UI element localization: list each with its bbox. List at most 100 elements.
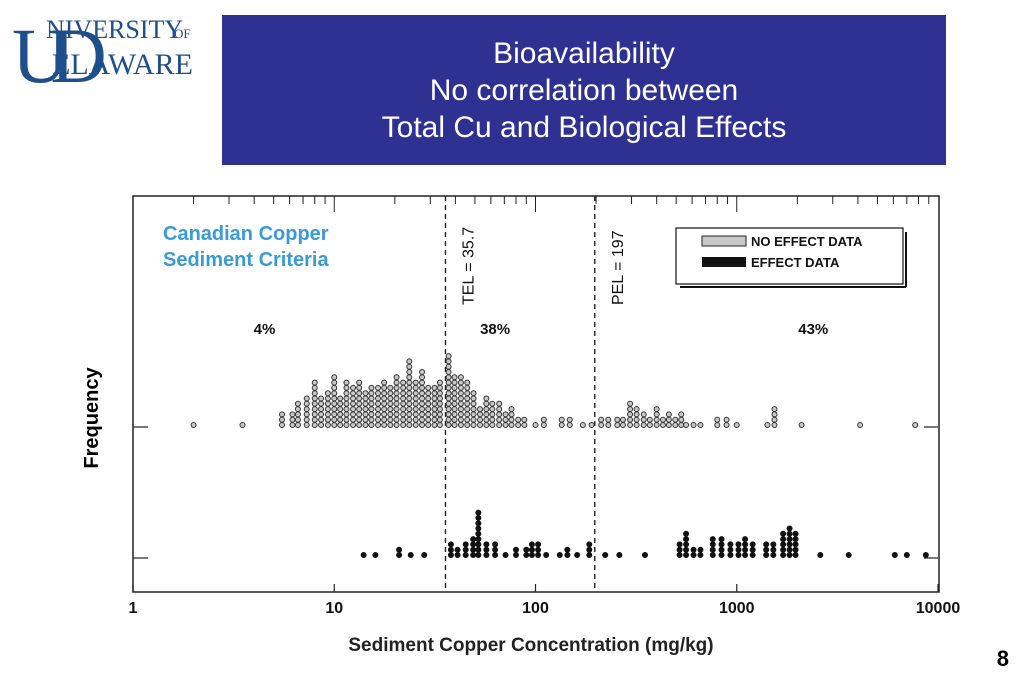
no-effect-point — [362, 400, 369, 407]
x-tick-label: 10 — [325, 600, 343, 617]
no-effect-point — [470, 390, 477, 397]
effect-point — [780, 552, 787, 558]
no-effect-point — [350, 406, 357, 413]
no-effect-point — [343, 422, 350, 428]
no-effect-point — [508, 411, 515, 418]
no-effect-point — [627, 416, 634, 423]
no-effect-point — [771, 411, 778, 418]
no-effect-point — [375, 422, 382, 428]
no-effect-point — [356, 390, 363, 397]
no-effect-point — [343, 390, 350, 397]
no-effect-point — [605, 422, 612, 428]
region-percent-1: 4% — [254, 321, 276, 338]
no-effect-point — [714, 422, 721, 428]
no-effect-point — [406, 369, 413, 375]
no-effect-point — [451, 416, 458, 423]
no-effect-point — [375, 406, 382, 413]
x-axis-ticks: 1 10 100 1000 10000 — [129, 584, 960, 617]
no-effect-point — [337, 416, 344, 423]
no-effect-point — [764, 422, 771, 428]
effect-point — [786, 552, 793, 558]
no-effect-point — [627, 411, 634, 418]
effect-point — [735, 541, 742, 548]
no-effect-point — [324, 416, 331, 423]
y-axis-label: Frequency — [81, 367, 103, 469]
no-effect-point — [375, 400, 382, 407]
effect-point — [792, 530, 799, 537]
no-effect-point — [912, 422, 919, 428]
no-effect-point — [566, 422, 573, 428]
no-effect-point — [619, 416, 626, 423]
no-effect-point — [381, 422, 388, 428]
no-effect-point — [419, 369, 426, 375]
no-effect-point — [419, 400, 426, 407]
effect-point — [470, 536, 477, 543]
no-effect-point — [278, 411, 285, 418]
no-effect-point — [614, 416, 621, 423]
no-effect-point — [665, 422, 672, 428]
effect-point — [483, 552, 490, 558]
no-effect-point — [350, 390, 357, 397]
no-effect-point — [640, 416, 647, 423]
no-effect-point — [318, 422, 325, 428]
no-effect-point — [489, 400, 496, 407]
no-effect-point — [343, 416, 350, 423]
criteria-title-line-1: Canadian Copper — [163, 223, 329, 245]
no-effect-point — [393, 390, 400, 397]
no-effect-point — [393, 395, 400, 402]
x-tick-label: 100 — [522, 600, 549, 617]
effect-point — [462, 541, 469, 548]
no-effect-point — [393, 416, 400, 423]
no-effect-point — [393, 406, 400, 413]
no-effect-point — [470, 395, 477, 402]
no-effect-point — [419, 422, 426, 428]
no-effect-point — [627, 422, 634, 428]
no-effect-point — [362, 406, 369, 413]
effect-point — [360, 552, 367, 558]
no-effect-point — [502, 411, 509, 418]
effect-point — [792, 536, 799, 543]
no-effect-point — [368, 400, 375, 407]
no-effect-point — [489, 416, 496, 423]
effect-point — [483, 546, 490, 553]
no-effect-point — [400, 384, 407, 391]
no-effect-point — [496, 422, 503, 428]
no-effect-point — [318, 406, 325, 413]
no-effect-point — [723, 416, 730, 423]
no-effect-point — [457, 390, 464, 397]
no-effect-point — [690, 422, 697, 428]
no-effect-point — [521, 422, 528, 428]
frequency-baselines — [133, 426, 938, 559]
no-effect-point — [362, 411, 369, 418]
no-effect-point — [318, 416, 325, 423]
effect-point — [786, 525, 793, 532]
no-effect-point — [350, 400, 357, 407]
no-effect-point — [311, 395, 318, 402]
no-effect-point — [303, 416, 310, 423]
effect-point — [641, 552, 648, 558]
logo-of-text: OF — [174, 26, 191, 41]
no-effect-point — [356, 400, 363, 407]
no-effect-point — [540, 422, 547, 428]
effect-point — [735, 552, 742, 558]
no-effect-point — [387, 395, 394, 402]
no-effect-point — [393, 374, 400, 381]
no-effect-point — [343, 406, 350, 413]
effect-point — [564, 546, 571, 553]
x-axis-label: Sediment Copper Concentration (mg/kg) — [348, 635, 713, 656]
effect-point — [475, 520, 482, 527]
no-effect-point — [445, 390, 452, 397]
no-effect-point — [445, 374, 452, 381]
effect-point — [683, 546, 690, 553]
effect-point — [512, 546, 519, 553]
no-effect-point — [311, 400, 318, 407]
no-effect-point — [368, 422, 375, 428]
no-effect-point — [627, 406, 634, 413]
effect-point — [528, 546, 535, 553]
no-effect-point — [445, 400, 452, 407]
effect-point — [586, 541, 593, 548]
no-effect-point — [375, 395, 382, 402]
no-effect-point — [496, 400, 503, 407]
x-tick-label: 1 — [129, 600, 138, 617]
no-effect-point — [445, 358, 452, 365]
